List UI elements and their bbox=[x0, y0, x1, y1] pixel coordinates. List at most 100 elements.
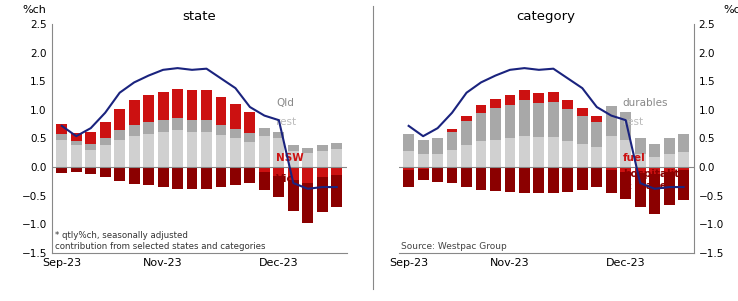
Text: Qld: Qld bbox=[276, 98, 294, 108]
Bar bbox=[114, 130, 125, 140]
Bar bbox=[562, 109, 573, 141]
Text: rest: rest bbox=[623, 117, 643, 127]
Bar bbox=[143, 167, 154, 185]
Bar bbox=[446, 129, 458, 132]
Bar bbox=[649, 157, 660, 167]
Bar bbox=[114, 109, 125, 130]
Bar bbox=[461, 121, 472, 145]
Bar bbox=[143, 95, 154, 123]
Bar bbox=[230, 138, 241, 167]
Bar bbox=[128, 125, 139, 135]
Bar bbox=[215, 167, 227, 187]
Bar bbox=[461, 145, 472, 167]
Bar bbox=[158, 92, 168, 120]
Bar bbox=[577, 107, 587, 116]
Bar bbox=[432, 154, 443, 167]
Bar bbox=[158, 167, 168, 187]
Bar bbox=[201, 167, 212, 189]
Bar bbox=[475, 141, 486, 167]
Bar bbox=[620, 140, 631, 167]
Bar bbox=[591, 167, 602, 187]
Bar bbox=[606, 170, 617, 193]
Bar bbox=[273, 175, 284, 197]
Bar bbox=[663, 167, 675, 172]
Bar bbox=[678, 152, 689, 167]
Bar bbox=[418, 140, 429, 154]
Bar bbox=[128, 167, 139, 184]
Bar bbox=[172, 89, 183, 118]
Bar bbox=[100, 167, 111, 177]
Bar bbox=[187, 90, 198, 120]
Bar bbox=[259, 172, 270, 190]
Bar bbox=[86, 144, 96, 150]
Bar bbox=[56, 140, 67, 167]
Bar bbox=[71, 145, 82, 167]
Bar bbox=[71, 133, 82, 141]
Bar bbox=[577, 167, 587, 190]
Bar bbox=[288, 151, 299, 167]
Bar bbox=[259, 167, 270, 172]
Bar bbox=[635, 167, 646, 173]
Bar bbox=[273, 138, 284, 167]
Title: state: state bbox=[182, 10, 216, 23]
Bar bbox=[475, 105, 486, 113]
Text: fuel: fuel bbox=[623, 153, 646, 163]
Bar bbox=[591, 116, 602, 122]
Bar bbox=[172, 167, 183, 189]
Text: NSW: NSW bbox=[276, 153, 304, 163]
Bar bbox=[230, 167, 241, 185]
Bar bbox=[620, 172, 631, 199]
Bar bbox=[534, 103, 545, 137]
Bar bbox=[187, 120, 198, 132]
Bar bbox=[548, 102, 559, 137]
Bar bbox=[649, 144, 660, 157]
Bar bbox=[317, 177, 328, 212]
Bar bbox=[519, 90, 530, 100]
Bar bbox=[303, 183, 313, 223]
Bar bbox=[663, 138, 675, 154]
Bar bbox=[635, 138, 646, 154]
Bar bbox=[71, 167, 82, 172]
Bar bbox=[432, 168, 443, 182]
Bar bbox=[403, 167, 414, 170]
Bar bbox=[317, 167, 328, 177]
Bar bbox=[635, 173, 646, 207]
Bar bbox=[201, 132, 212, 167]
Bar bbox=[403, 151, 414, 167]
Bar bbox=[172, 118, 183, 130]
Bar bbox=[303, 153, 313, 167]
Text: Source: Westpac Group: Source: Westpac Group bbox=[401, 241, 507, 250]
Bar bbox=[562, 100, 573, 109]
Bar bbox=[56, 167, 67, 173]
Bar bbox=[317, 151, 328, 167]
Bar bbox=[201, 120, 212, 132]
Bar bbox=[446, 167, 458, 183]
Bar bbox=[562, 167, 573, 192]
Bar bbox=[534, 93, 545, 103]
Bar bbox=[620, 167, 631, 172]
Bar bbox=[273, 167, 284, 175]
Bar bbox=[187, 132, 198, 167]
Bar bbox=[663, 154, 675, 167]
Bar bbox=[490, 108, 501, 140]
Bar bbox=[143, 134, 154, 167]
Title: category: category bbox=[517, 10, 576, 23]
Bar bbox=[620, 112, 631, 140]
Bar bbox=[678, 170, 689, 200]
Text: rest: rest bbox=[276, 117, 296, 127]
Bar bbox=[244, 112, 255, 133]
Bar bbox=[215, 97, 227, 125]
Bar bbox=[505, 95, 515, 105]
Bar bbox=[505, 138, 515, 167]
Bar bbox=[461, 116, 472, 121]
Bar bbox=[303, 167, 313, 183]
Bar bbox=[663, 172, 675, 205]
Bar bbox=[432, 138, 443, 154]
Bar bbox=[403, 134, 414, 151]
Bar bbox=[418, 154, 429, 167]
Text: durables: durables bbox=[623, 98, 669, 108]
Bar bbox=[114, 140, 125, 167]
Bar bbox=[303, 147, 313, 153]
Bar bbox=[606, 167, 617, 170]
Bar bbox=[56, 124, 67, 134]
